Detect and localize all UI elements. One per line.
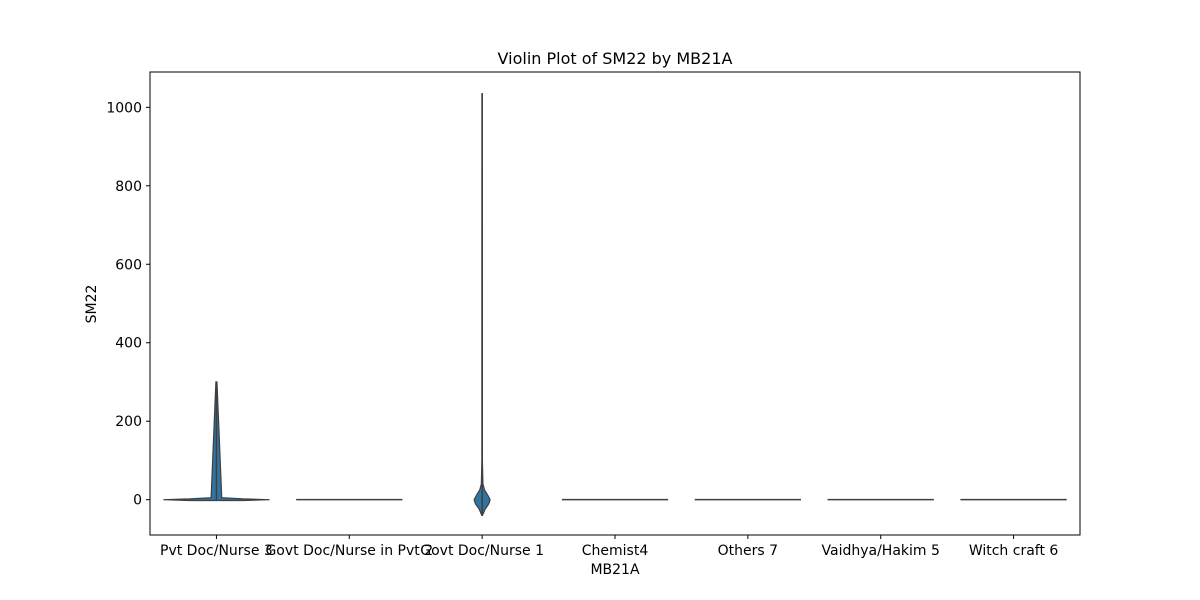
plot-frame (149, 71, 1081, 536)
x-tick-label: Pvt Doc/Nurse 3 (160, 543, 273, 559)
y-tick-label: 600 (115, 257, 142, 273)
y-tick-label: 200 (115, 414, 142, 430)
violin (163, 381, 270, 502)
x-axis-label: MB21A (590, 562, 639, 578)
x-tick-label: Chemist4 (582, 543, 649, 559)
x-tick-label: Govt Doc/Nurse in Pvt 2 (265, 543, 433, 559)
x-tick-label: Witch craft 6 (969, 543, 1059, 559)
y-axis-label: SM22 (84, 285, 100, 324)
chart-title: Violin Plot of SM22 by MB21A (498, 49, 733, 68)
y-tick-label: 1000 (106, 100, 142, 116)
x-tick-label: Others 7 (718, 543, 778, 559)
plot-area (163, 92, 1067, 516)
x-tick-label: Vaidhya/Hakim 5 (822, 543, 940, 559)
y-tick-label: 800 (115, 179, 142, 195)
y-tick-label: 0 (133, 493, 142, 509)
y-axis: 0 200 400 600 800 1000 (106, 100, 150, 509)
y-tick-label: 400 (115, 336, 142, 352)
x-tick-label: Govt Doc/Nurse 1 (420, 543, 544, 559)
violin (473, 92, 491, 516)
